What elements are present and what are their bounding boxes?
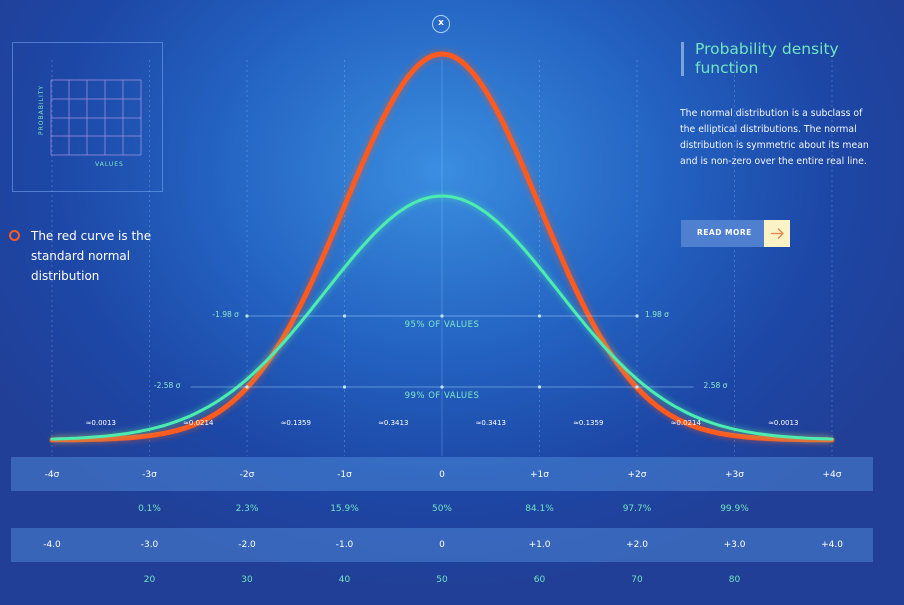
sigma-label: -4σ bbox=[44, 470, 60, 480]
read-more-label: READ MORE bbox=[697, 228, 752, 237]
read-more-button[interactable]: READ MORE bbox=[681, 220, 790, 247]
title-accent-bar bbox=[681, 42, 684, 76]
segment-probability: ≈0.0013 bbox=[86, 419, 116, 427]
z-score: +1.0 bbox=[528, 540, 551, 550]
segment-probability: ≈0.3413 bbox=[378, 419, 408, 427]
interval-point bbox=[537, 385, 542, 389]
segment-probability: ≈0.1359 bbox=[573, 419, 603, 427]
mini-chart-xlabel: VALUES bbox=[95, 161, 124, 168]
mini-grid-icon bbox=[50, 79, 142, 156]
sigma-label: +3σ bbox=[725, 470, 744, 480]
z-score: -2.0 bbox=[238, 540, 256, 550]
segment-probability: ≈0.0214 bbox=[183, 419, 214, 427]
sigma-band bbox=[11, 457, 873, 491]
segment-probability: ≈0.3413 bbox=[476, 419, 506, 427]
interval-point bbox=[245, 385, 249, 389]
z-score: 0 bbox=[439, 540, 445, 550]
cumulative-percent: 0.1% bbox=[138, 504, 161, 514]
z-score: -3.0 bbox=[140, 540, 159, 550]
t-score: 70 bbox=[631, 575, 643, 585]
panel-title: Probability density function bbox=[695, 40, 839, 77]
sigma-label: +4σ bbox=[822, 470, 842, 480]
interval-point bbox=[635, 314, 639, 318]
t-score: 30 bbox=[241, 575, 253, 585]
interval-high-label: 1.98 σ bbox=[645, 310, 669, 319]
t-score: 60 bbox=[533, 575, 546, 585]
t-score: 20 bbox=[143, 575, 156, 585]
sigma-label: -1σ bbox=[337, 470, 352, 480]
interval-point bbox=[342, 314, 347, 318]
interval-low-label: -2.58 σ bbox=[154, 381, 181, 390]
sigma-label: +1σ bbox=[530, 470, 549, 480]
mini-chart-ylabel: PROBABILITY bbox=[38, 84, 45, 135]
z-score: +2.0 bbox=[626, 540, 648, 550]
mini-chart-icon: PROBABILITY VALUES bbox=[12, 42, 163, 192]
cumulative-percent: 99.9% bbox=[720, 504, 749, 514]
legend-marker-icon bbox=[9, 230, 20, 241]
sigma-label: -2σ bbox=[239, 470, 255, 480]
sigma-label: -3σ bbox=[142, 470, 157, 480]
interval-point bbox=[537, 314, 542, 318]
legend-text: The red curve is the standard normal dis… bbox=[31, 229, 152, 283]
interval-point bbox=[245, 314, 249, 318]
interval-point bbox=[440, 314, 444, 318]
segment-probability: ≈0.0214 bbox=[671, 419, 702, 427]
series-line bbox=[49, 51, 835, 443]
interval-high-label: 2.58 σ bbox=[704, 381, 728, 390]
series-line bbox=[50, 194, 834, 441]
cumulative-percent: 97.7% bbox=[622, 504, 652, 514]
t-score: 50 bbox=[436, 575, 448, 585]
z-score: -1.0 bbox=[335, 540, 354, 550]
cumulative-percent: 15.9% bbox=[330, 504, 359, 514]
cumulative-percent: 50% bbox=[431, 504, 452, 514]
sigma-label: +2σ bbox=[627, 470, 647, 480]
cumulative-percent: 84.1% bbox=[525, 504, 554, 514]
z-score: -4.0 bbox=[43, 540, 61, 550]
panel-description: The normal distribution is a subclass of… bbox=[680, 108, 869, 167]
interval-label: 95% OF VALUES bbox=[405, 320, 480, 330]
t-score: 80 bbox=[728, 575, 741, 585]
interval-point bbox=[635, 385, 639, 389]
interval-point bbox=[440, 385, 444, 389]
zscore-band bbox=[11, 528, 873, 562]
segment-probability: ≈0.1359 bbox=[281, 419, 311, 427]
interval-label: 99% OF VALUES bbox=[405, 391, 480, 401]
arrow-right-icon bbox=[764, 220, 790, 247]
t-score: 40 bbox=[338, 575, 351, 585]
close-button[interactable]: x bbox=[432, 15, 450, 33]
segment-probability: ≈0.0013 bbox=[768, 419, 798, 427]
sigma-label: 0 bbox=[439, 470, 445, 480]
interval-low-label: -1.98 σ bbox=[212, 310, 239, 319]
z-score: +4.0 bbox=[821, 540, 843, 550]
interval-point bbox=[342, 385, 347, 389]
cumulative-percent: 2.3% bbox=[235, 504, 259, 514]
z-score: +3.0 bbox=[723, 540, 746, 550]
